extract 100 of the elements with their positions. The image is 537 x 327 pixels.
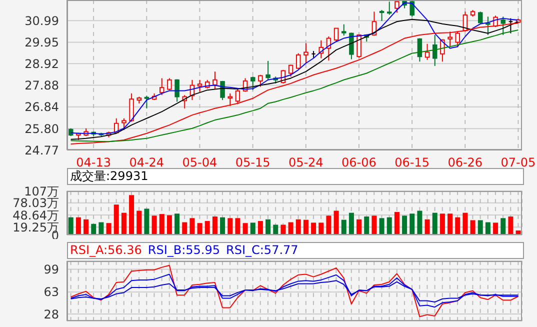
bar — [485, 222, 490, 235]
bar — [341, 220, 346, 235]
candlestick — [296, 52, 301, 70]
bar — [114, 204, 119, 235]
candlestick — [197, 79, 202, 92]
bar — [326, 216, 332, 235]
bar — [440, 214, 445, 235]
x-tick-label: 05-24 — [288, 156, 324, 170]
x-tick-label: 04-13 — [76, 156, 111, 170]
bar — [129, 195, 134, 235]
bar — [136, 210, 142, 235]
candlestick — [478, 11, 483, 24]
y-tick-label: 27.88 — [24, 78, 59, 93]
bar — [266, 219, 271, 235]
candlestick — [349, 32, 354, 60]
candlestick — [486, 16, 490, 36]
candlestick — [341, 24, 346, 36]
bar — [303, 220, 308, 235]
bar — [182, 222, 188, 235]
bar — [364, 216, 370, 235]
candlestick — [304, 42, 308, 64]
bar — [500, 218, 506, 235]
bar — [386, 217, 392, 235]
y-tick-label: 30.99 — [24, 14, 59, 28]
text: RSI_C:57.77 — [226, 243, 298, 257]
bar — [280, 224, 286, 235]
candlestick — [417, 38, 422, 62]
y-tick-label: 29.95 — [24, 35, 59, 50]
bar — [228, 218, 233, 235]
bar — [311, 222, 316, 235]
candlestick — [174, 78, 180, 102]
bar — [220, 217, 226, 235]
y-tick-label: 24.77 — [24, 143, 59, 158]
candlestick — [448, 31, 452, 48]
bar — [288, 222, 294, 235]
bar — [424, 219, 430, 235]
x-tick-label: 06-26 — [448, 156, 483, 170]
bar — [470, 220, 476, 235]
y-tick-label: 28.92 — [24, 56, 59, 71]
bar — [356, 219, 362, 235]
y-tick-label: 99 — [44, 262, 59, 276]
candlestick — [386, 1, 392, 16]
x-tick-label: 06-15 — [394, 156, 430, 170]
y-tick-label: 48.64万 — [12, 208, 59, 222]
bar — [258, 221, 263, 235]
candlestick — [250, 76, 256, 91]
candlestick — [144, 95, 150, 109]
bar — [190, 218, 195, 235]
candlestick — [159, 78, 164, 96]
y-tick-label: 25.80 — [24, 122, 59, 136]
bar — [84, 219, 89, 235]
bar — [250, 222, 256, 235]
x-tick-label: 05-15 — [235, 156, 270, 170]
candlestick — [288, 64, 294, 78]
bar — [197, 223, 202, 235]
bar — [152, 216, 157, 235]
bar — [212, 216, 218, 235]
y-tick-label: 28 — [44, 307, 59, 322]
bar — [242, 223, 248, 235]
bar — [478, 220, 483, 235]
x-tick-label: 07-05 — [500, 156, 536, 170]
bar — [296, 219, 301, 235]
x-tick-label: 05-04 — [182, 156, 218, 170]
bar — [159, 214, 164, 235]
bar — [508, 216, 514, 235]
candlestick — [500, 16, 506, 36]
candlestick — [379, 9, 384, 22]
candlestick — [455, 31, 460, 48]
candlestick — [228, 92, 232, 107]
bar — [493, 222, 498, 235]
bar — [379, 218, 384, 235]
y-tick-label: 26.84 — [24, 100, 59, 114]
candlestick — [235, 88, 240, 105]
bar — [174, 214, 180, 235]
series-label: RSI_A:56.36 — [70, 243, 142, 257]
bar — [121, 212, 126, 235]
bar — [204, 221, 210, 235]
bar — [91, 224, 96, 235]
candlestick — [424, 43, 430, 60]
candlestick — [266, 60, 270, 80]
candlestick — [122, 118, 126, 131]
bar — [372, 216, 377, 235]
bar — [166, 215, 172, 235]
candlestick — [212, 71, 218, 90]
bar — [334, 210, 339, 235]
bar — [235, 218, 240, 235]
bar — [432, 212, 438, 235]
bar — [144, 208, 150, 235]
candlestick — [432, 34, 438, 66]
bar — [410, 214, 415, 235]
bar — [402, 216, 408, 235]
x-tick-label: 04-24 — [129, 156, 164, 170]
bar — [318, 222, 324, 235]
bar — [273, 224, 278, 235]
bar — [417, 210, 422, 235]
bar — [462, 212, 468, 235]
series-label: RSI_B:55.95 — [148, 243, 220, 257]
bar — [98, 222, 104, 235]
y-tick-label: 63 — [44, 285, 59, 300]
x-tick-label: 06-06 — [342, 156, 376, 170]
